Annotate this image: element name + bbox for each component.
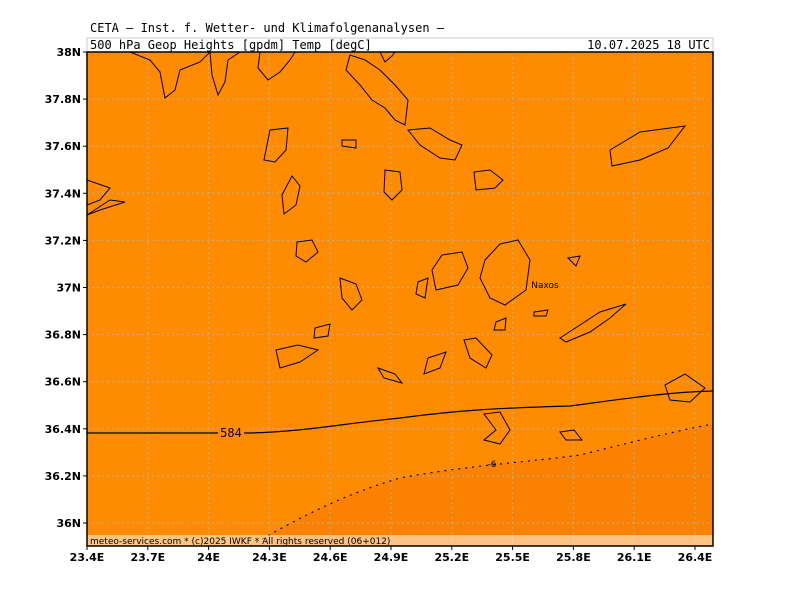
- coast: [263, 127, 289, 163]
- subtitle: 500 hPa Geop Heights [gpdm] Temp [degC]: [90, 38, 372, 52]
- coast-naxos: [479, 239, 531, 306]
- coast: [341, 139, 357, 149]
- coast: [493, 317, 507, 331]
- coast: [463, 337, 493, 369]
- coast: [423, 351, 447, 375]
- coast: [415, 277, 429, 299]
- coast: [407, 127, 463, 161]
- temperature-field-cool: [250, 424, 713, 546]
- coast: [345, 54, 409, 126]
- coast: [664, 373, 706, 403]
- lat-tick-label: 36.6N: [45, 376, 81, 389]
- coast: [533, 309, 549, 317]
- coast: [281, 175, 301, 215]
- coast: [376, 367, 404, 384]
- coast: [566, 255, 581, 267]
- lon-tick-label: 25.8E: [556, 551, 591, 564]
- coast: [313, 323, 331, 339]
- lon-tick-label: 24.6E: [313, 551, 348, 564]
- lon-tick-label: 25.2E: [434, 551, 469, 564]
- lon-tick-label: 24E: [197, 551, 220, 564]
- copyright-footer: meteo-services.com * (c)2025 IWKF * All …: [90, 537, 390, 547]
- coast: [295, 239, 319, 263]
- coast: [339, 277, 363, 311]
- coast: [379, 51, 396, 63]
- lat-tick-label: 36.2N: [45, 470, 81, 483]
- lat-tick-label: 36.4N: [45, 423, 81, 436]
- coast: [473, 169, 504, 191]
- lat-tick-label: 36N: [56, 517, 81, 530]
- lat-tick-label: 37.2N: [45, 234, 81, 247]
- valid-time: 10.07.2025 18 UTC: [587, 38, 710, 52]
- lat-tick-label: 37.8N: [45, 93, 81, 106]
- coast: [559, 303, 627, 343]
- grid: [87, 52, 713, 546]
- coast: [209, 51, 241, 97]
- lat-tick-label: 36.8N: [45, 329, 81, 342]
- lon-tick-label: 25.5E: [495, 551, 530, 564]
- tick-labels: 38N 37.8N 37.6N 37.4N 37.2N 37N 36.8N 36.6N 36.4…: [45, 46, 713, 564]
- height-contour: [87, 390, 714, 434]
- lon-tick-label: 23.4E: [70, 551, 105, 564]
- institute-title: CETA – Inst. f. Wetter- und Klimafolgena…: [90, 21, 445, 35]
- coast: [129, 51, 211, 99]
- contour-label-bg: [218, 427, 244, 439]
- temperature-contour-label: -6: [488, 460, 497, 470]
- coast: [257, 51, 296, 81]
- coast: [431, 251, 469, 291]
- coast: [609, 125, 687, 167]
- lat-tick-label: 37N: [56, 282, 81, 295]
- coast: [559, 429, 584, 441]
- place-label: Naxos: [531, 281, 559, 291]
- lon-tick-label: 24.3E: [252, 551, 287, 564]
- coast: [482, 411, 511, 445]
- coast: [86, 199, 126, 216]
- height-contour-label: 584: [220, 426, 242, 440]
- coastlines: [86, 51, 706, 445]
- lat-tick-label: 38N: [56, 46, 81, 59]
- lon-tick-label: 24.9E: [374, 551, 409, 564]
- lat-tick-label: 37.6N: [45, 140, 81, 153]
- coast: [275, 344, 320, 369]
- lon-tick-label: 26.4E: [678, 551, 713, 564]
- lat-tick-label: 37.4N: [45, 187, 81, 200]
- map-frame: [86, 51, 714, 547]
- coast: [383, 169, 403, 201]
- lon-tick-label: 26.1E: [617, 551, 652, 564]
- lon-tick-label: 23.7E: [130, 551, 165, 564]
- map-area: 584 -6 Naxos meteo-services.com * (c)202…: [86, 51, 714, 547]
- footer-strip: [87, 535, 713, 546]
